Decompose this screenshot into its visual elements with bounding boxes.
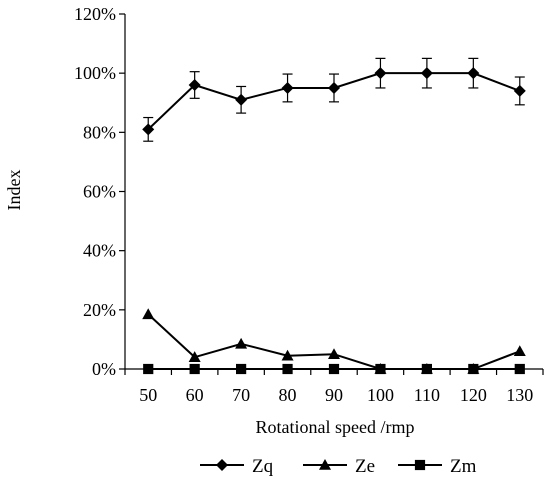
data-point-zm — [236, 363, 247, 375]
y-tick-label: 40% — [83, 241, 116, 261]
y-tick-label: 120% — [74, 4, 116, 24]
data-point-ze — [142, 308, 155, 320]
plot-area — [142, 57, 526, 375]
data-point-zq — [374, 67, 387, 80]
x-tick-label: 70 — [232, 385, 250, 405]
legend-label-ze: Ze — [355, 456, 375, 477]
data-point-zq — [467, 67, 480, 80]
x-tick-label: 90 — [325, 385, 343, 405]
x-axis-label: Rotational speed /rmp — [256, 417, 415, 437]
legend-label-zm: Zm — [450, 456, 477, 477]
data-point-zq — [235, 93, 248, 106]
data-point-zm — [468, 363, 479, 375]
data-point-zq — [513, 84, 526, 97]
y-axis-label: Index — [4, 170, 24, 211]
chart-axes: 0% 20% 40% 60% 80% 100% 120% 50 60 70 80 90 100 110 12… — [74, 4, 544, 405]
series-line-ze — [147, 313, 521, 370]
series-zm — [143, 363, 525, 375]
x-tick-label: 110 — [414, 385, 440, 405]
data-point-zq — [142, 123, 155, 136]
x-tick-label: 120 — [460, 385, 487, 405]
y-tick-label: 20% — [83, 300, 116, 320]
data-point-zq — [188, 79, 201, 91]
legend-marker-ze — [319, 459, 331, 470]
data-point-zm — [189, 363, 200, 375]
x-tick-label: 100 — [367, 385, 394, 405]
legend-item-ze: Ze — [303, 456, 375, 477]
data-point-ze — [281, 349, 294, 361]
x-tick-label: 130 — [506, 385, 533, 405]
data-point-ze — [513, 345, 526, 357]
data-point-zm — [328, 363, 340, 375]
y-tick-label: 60% — [83, 182, 116, 202]
data-point-zm — [375, 363, 386, 375]
data-point-zm — [143, 363, 154, 375]
y-tick-label: 100% — [74, 63, 116, 83]
data-point-zm — [282, 363, 293, 375]
data-point-zq — [281, 81, 294, 94]
series-zq — [142, 57, 526, 142]
data-point-ze — [328, 348, 340, 360]
x-tick-label: 60 — [186, 385, 204, 405]
x-tick-label: 50 — [139, 385, 157, 405]
legend-marker-zq — [216, 459, 228, 471]
legend-label-zq: Zq — [252, 456, 274, 477]
data-point-ze — [188, 351, 201, 362]
data-point-zm — [514, 363, 525, 375]
legend-item-zq: Zq — [200, 456, 274, 477]
legend-marker-zm — [414, 459, 426, 471]
legend: Zq Ze Zm — [200, 456, 477, 477]
data-point-zq — [420, 67, 433, 80]
data-point-ze — [235, 337, 248, 349]
data-point-zq — [328, 81, 340, 94]
x-tick-label: 80 — [279, 385, 297, 405]
y-tick-label: 80% — [83, 122, 116, 142]
legend-item-zm: Zm — [398, 456, 477, 477]
y-tick-label: 0% — [92, 359, 116, 379]
data-point-zm — [421, 363, 432, 375]
